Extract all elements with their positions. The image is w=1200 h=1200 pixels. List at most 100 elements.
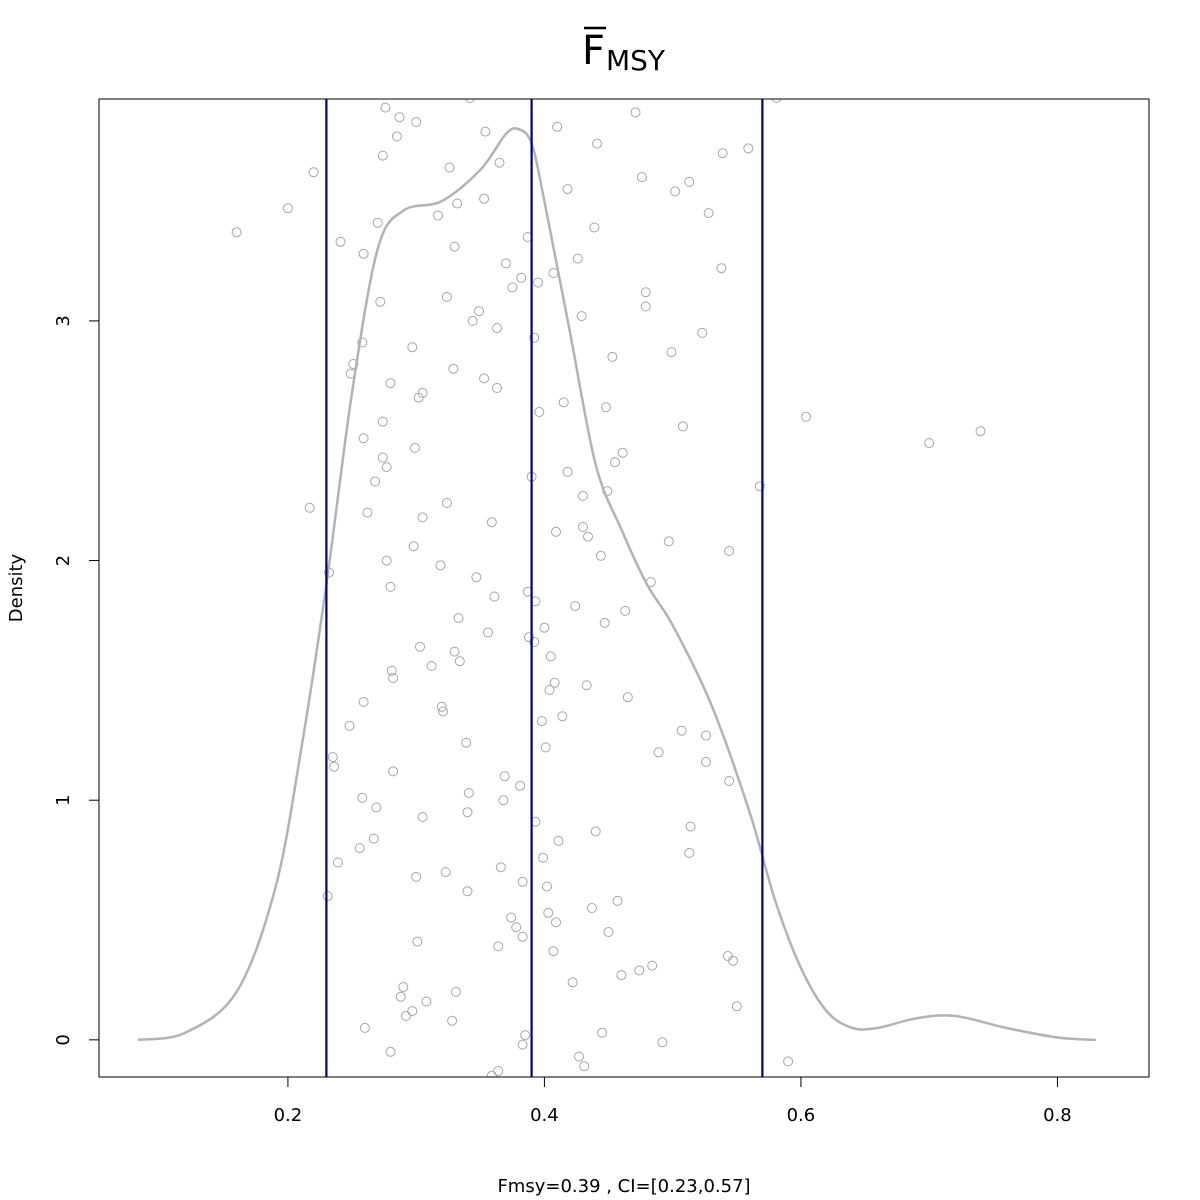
- data-point: [354, 843, 365, 854]
- data-point: [449, 241, 460, 252]
- data-point: [783, 1056, 794, 1067]
- data-point: [348, 359, 359, 369]
- data-point: [557, 711, 568, 722]
- data-point: [407, 1006, 418, 1017]
- data-point: [498, 795, 509, 806]
- data-point: [447, 1015, 458, 1026]
- data-point: [357, 337, 368, 348]
- data-point: [536, 716, 547, 727]
- data-point: [562, 184, 573, 195]
- data-point: [577, 490, 588, 501]
- data-point: [462, 807, 473, 818]
- data-point: [924, 438, 935, 449]
- data-point: [975, 426, 986, 437]
- data-point: [454, 656, 465, 667]
- data-point: [515, 780, 526, 791]
- data-point: [370, 476, 381, 487]
- data-point: [385, 1046, 396, 1057]
- data-point: [362, 507, 373, 518]
- data-point: [516, 272, 527, 283]
- data-point: [486, 1070, 497, 1077]
- y-tick-label: 2: [53, 555, 74, 566]
- data-point: [653, 747, 664, 758]
- x-tick-label: 0.6: [787, 1105, 816, 1126]
- data-point: [500, 258, 511, 269]
- data-point: [636, 172, 647, 183]
- data-point: [771, 99, 782, 103]
- data-point: [492, 323, 502, 334]
- data-point: [461, 737, 472, 748]
- data-point: [441, 498, 452, 508]
- data-point: [599, 617, 610, 628]
- data-point: [553, 835, 564, 846]
- data-point: [701, 756, 711, 767]
- data-point: [380, 102, 391, 113]
- data-point: [684, 847, 695, 858]
- data-point: [517, 876, 528, 887]
- data-point: [479, 373, 490, 384]
- data-point: [386, 665, 397, 676]
- data-point: [372, 217, 383, 228]
- data-point: [517, 1039, 528, 1050]
- data-point: [450, 986, 461, 997]
- data-point: [574, 1051, 584, 1062]
- data-point: [495, 862, 506, 873]
- data-point: [308, 167, 319, 178]
- data-point: [483, 627, 493, 638]
- y-tick-label: 0: [53, 1034, 74, 1045]
- data-point: [489, 591, 500, 602]
- x-axis: 0.2 0.4 0.6 0.8: [274, 1077, 1072, 1126]
- data-point: [601, 402, 611, 413]
- data-point: [381, 555, 392, 566]
- data-point: [444, 162, 455, 173]
- data-point: [670, 186, 681, 197]
- plot-frame: [98, 98, 1150, 1078]
- data-point: [417, 812, 428, 822]
- data-point: [448, 363, 459, 374]
- data-point: [622, 692, 633, 703]
- data-point: [634, 965, 645, 976]
- data-point: [394, 112, 405, 123]
- data-point: [400, 1010, 411, 1021]
- data-point: [701, 730, 711, 741]
- data-point: [441, 291, 452, 302]
- data-point: [520, 1030, 531, 1041]
- data-point: [540, 742, 551, 753]
- data-point: [583, 531, 593, 542]
- data-point: [544, 685, 555, 695]
- data-point: [421, 996, 432, 1007]
- data-point: [586, 903, 597, 913]
- data-point: [538, 852, 549, 863]
- data-point: [529, 332, 540, 343]
- data-point: [685, 821, 696, 832]
- data-point: [548, 946, 559, 957]
- data-point: [385, 581, 396, 592]
- data-point: [412, 936, 423, 947]
- data-point: [415, 641, 425, 652]
- data-point: [335, 236, 346, 247]
- data-point: [577, 522, 588, 532]
- y-tick-label: 1: [53, 794, 74, 805]
- x-axis-label: Fmsy=0.39 , CI=[0.23,0.57]: [497, 1176, 750, 1197]
- y-axis: 0 1 2 3: [53, 315, 99, 1046]
- data-point: [435, 560, 446, 571]
- data-point: [595, 550, 606, 561]
- data-point: [358, 433, 369, 444]
- data-point: [716, 263, 727, 274]
- ci-vertical-lines: [325, 99, 764, 1077]
- scatter-points: [231, 99, 986, 1077]
- data-point: [640, 287, 651, 298]
- data-point: [551, 526, 561, 537]
- data-point: [480, 126, 491, 137]
- data-point: [607, 351, 618, 362]
- data-point: [543, 907, 554, 918]
- data-point: [486, 517, 497, 528]
- data-point: [717, 148, 728, 159]
- data-point: [377, 416, 388, 427]
- chart-title: F MSY: [582, 26, 666, 77]
- data-point: [407, 342, 418, 353]
- title-main-text: F: [582, 28, 605, 74]
- data-point: [411, 117, 422, 127]
- data-point: [359, 1022, 370, 1033]
